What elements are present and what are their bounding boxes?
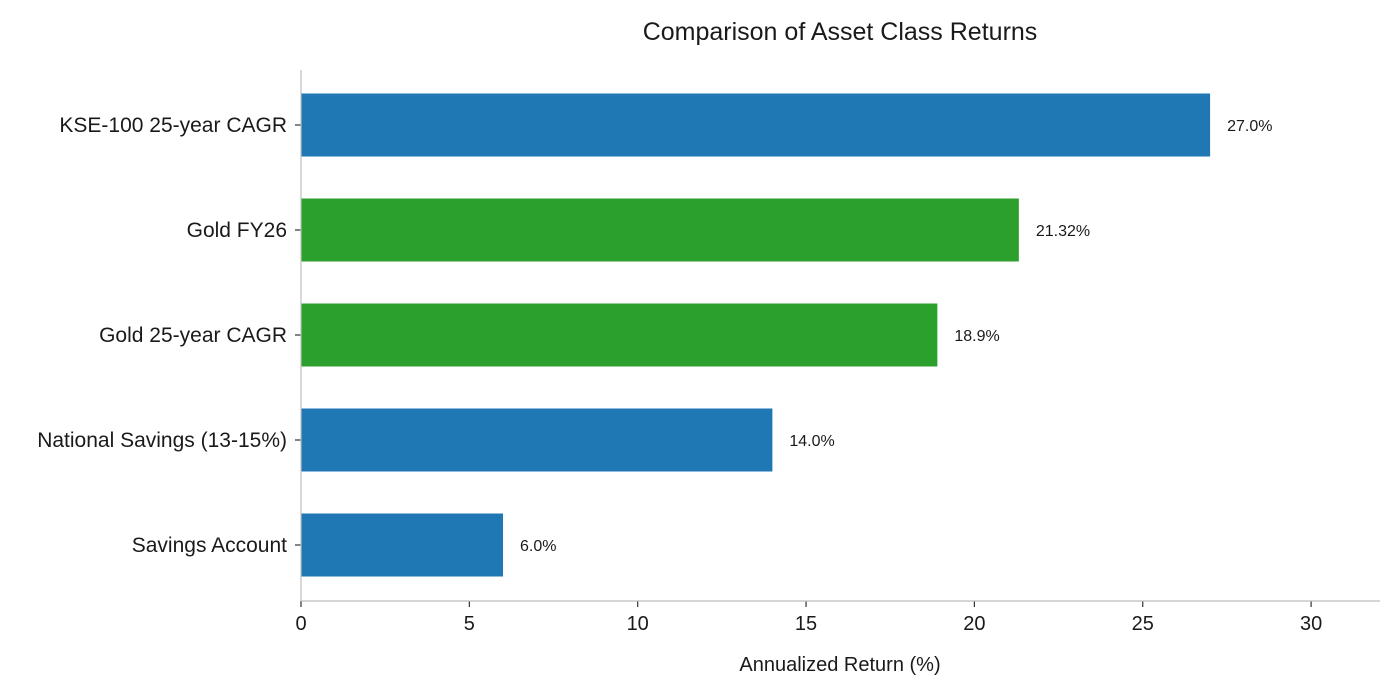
x-tick-label-3: 15: [795, 613, 817, 635]
data-label-1: 21.32%: [1036, 223, 1090, 240]
category-label-1: Gold FY26: [187, 219, 287, 242]
category-label-0: KSE-100 25-year CAGR: [59, 114, 287, 137]
x-tick-label-1: 5: [464, 613, 475, 635]
category-label-3: National Savings (13-15%): [37, 429, 287, 452]
bars-layer: 27.0% 21.32% 18.9% 14.0% 6.0%: [301, 93, 1272, 577]
category-label-4: Savings Account: [132, 534, 287, 557]
bar-1: [301, 198, 1019, 262]
data-label-4: 6.0%: [520, 538, 556, 555]
x-tick-label-6: 30: [1300, 613, 1322, 635]
x-tick-label-5: 25: [1132, 613, 1154, 635]
data-label-0: 27.0%: [1227, 118, 1272, 135]
chart-title: Comparison of Asset Class Returns: [643, 18, 1038, 46]
category-labels-layer: KSE-100 25-year CAGR Gold FY26 Gold 25-yea…: [37, 114, 301, 557]
x-tick-label-2: 10: [627, 613, 649, 635]
x-axis-title: Annualized Return (%): [739, 654, 940, 676]
bar-0: [301, 93, 1211, 157]
data-label-2: 18.9%: [954, 328, 999, 345]
data-label-3: 14.0%: [789, 433, 834, 450]
x-tick-label-0: 0: [295, 613, 306, 635]
bar-2: [301, 303, 938, 367]
bar-3: [301, 408, 773, 472]
bar-4: [301, 513, 504, 577]
x-tick-label-4: 20: [963, 613, 985, 635]
x-ticks-layer: 0 5 10 15 20 25 30: [295, 601, 1322, 635]
category-label-2: Gold 25-year CAGR: [99, 324, 287, 347]
